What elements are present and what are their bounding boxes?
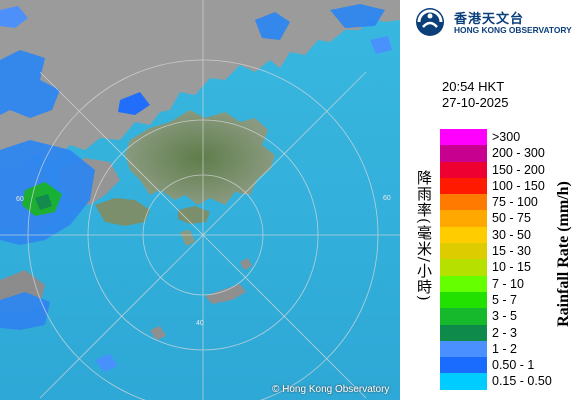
southern-island-2 bbox=[150, 326, 166, 340]
legend-swatch bbox=[440, 129, 487, 146]
legend-label: >300 bbox=[492, 130, 521, 144]
rain-echo bbox=[0, 50, 60, 118]
rain-echo bbox=[330, 4, 385, 28]
legend-swatch bbox=[440, 161, 487, 178]
legend-label: 30 - 50 bbox=[492, 227, 531, 242]
legend-swatch bbox=[440, 226, 487, 244]
southern-island-1 bbox=[205, 284, 246, 304]
hk-land bbox=[125, 110, 275, 205]
range-ring-label: 60 bbox=[383, 195, 391, 202]
mainland-land bbox=[0, 0, 400, 170]
legend-label: 150 - 200 bbox=[492, 162, 545, 177]
rain-echo bbox=[35, 194, 52, 210]
rain-echo bbox=[0, 6, 28, 28]
org-name-en: HONG KONG OBSERVATORY bbox=[454, 25, 572, 35]
range-rings bbox=[0, 0, 400, 400]
hk-island bbox=[178, 206, 210, 224]
rain-echo bbox=[95, 354, 118, 372]
legend-swatch bbox=[440, 324, 487, 341]
legend-label: 0.15 - 0.50 bbox=[492, 374, 552, 389]
legend-label: 200 - 300 bbox=[492, 146, 545, 161]
legend-label: 5 - 7 bbox=[492, 292, 518, 307]
legend-label: 75 - 100 bbox=[492, 195, 538, 210]
legend-swatch bbox=[440, 373, 487, 390]
lamma-island bbox=[180, 230, 195, 246]
timestamp-time: 20:54 HKT bbox=[442, 79, 505, 94]
legend-label: 100 - 150 bbox=[492, 178, 545, 193]
rain-echo bbox=[0, 292, 50, 330]
legend-label: 50 - 75 bbox=[492, 211, 531, 226]
range-ring-label: 40 bbox=[196, 320, 204, 327]
southern-island-3 bbox=[240, 258, 252, 270]
legend-swatch bbox=[440, 291, 487, 309]
hko-logo-icon bbox=[416, 8, 444, 36]
radar-map-canvas bbox=[0, 0, 400, 400]
legend-swatch bbox=[440, 194, 487, 211]
legend-label: 1 - 2 bbox=[492, 341, 518, 356]
legend-swatch bbox=[440, 340, 487, 358]
radar-map[interactable]: 60 60 40 © Hong Kong Observatory bbox=[0, 0, 400, 400]
info-panel: 香港天文台 HONG KONG OBSERVATORY 20:54 HKT 27… bbox=[400, 0, 577, 400]
hko-logo: 香港天文台 HONG KONG OBSERVATORY bbox=[415, 7, 575, 37]
legend-swatch bbox=[440, 259, 487, 276]
legend-label: 0.50 - 1 bbox=[492, 358, 535, 373]
legend-title-zh: 降雨率(毫米/小時) bbox=[415, 170, 433, 302]
legend-label: 7 - 10 bbox=[492, 276, 524, 291]
legend-swatch bbox=[440, 177, 487, 195]
timestamp-date: 27-10-2025 bbox=[442, 95, 509, 110]
legend-swatch bbox=[440, 357, 487, 374]
legend-swatch bbox=[440, 275, 487, 292]
legend-swatch bbox=[440, 210, 487, 227]
lantau-island bbox=[95, 198, 150, 226]
rain-echo bbox=[370, 36, 392, 54]
range-ring-label: 60 bbox=[16, 196, 24, 203]
org-name-zh: 香港天文台 bbox=[454, 12, 525, 27]
legend-label: 10 - 15 bbox=[492, 260, 531, 275]
legend-swatch bbox=[440, 308, 487, 325]
legend-swatch bbox=[440, 243, 487, 260]
copyright-text: © Hong Kong Observatory bbox=[272, 384, 390, 395]
legend-title-en: Rainfall Rate (mm/h) bbox=[555, 181, 572, 327]
legend-label: 2 - 3 bbox=[492, 325, 518, 340]
legend-label: 3 - 5 bbox=[492, 309, 518, 324]
legend-swatch bbox=[440, 145, 487, 162]
rain-echo bbox=[118, 92, 150, 115]
rain-echoes bbox=[0, 4, 392, 372]
legend-label: 15 - 30 bbox=[492, 244, 531, 259]
rain-echo bbox=[255, 12, 290, 40]
